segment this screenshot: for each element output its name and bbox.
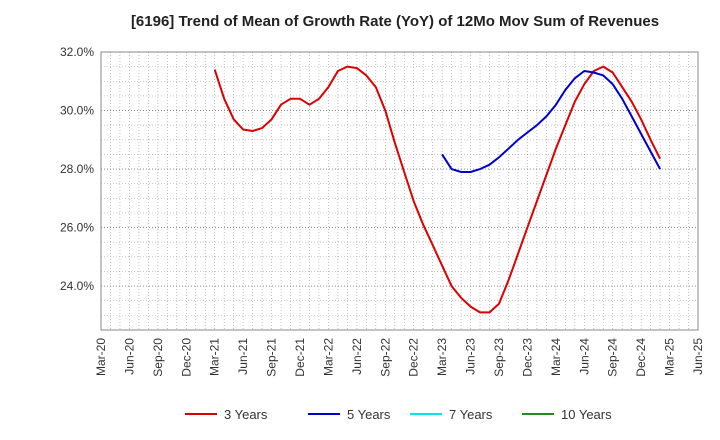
x-tick-label: Mar-24 [549,338,563,376]
series-lines [213,65,661,314]
x-tick-label: Sep-20 [151,338,165,377]
x-axis: Mar-20 Jun-20 Sep-20 Dec-20 Mar-21 Jun-21 Sep-… [94,338,705,377]
legend-label: 10 Years [561,407,612,422]
x-tick-label: Mar-22 [321,338,335,376]
x-tick-label: Sep-21 [265,338,279,377]
y-tick-label: 30.0% [60,104,94,118]
x-tick-label: Dec-21 [293,338,307,377]
x-tick-label: Jun-20 [122,338,136,375]
x-tick-label: Mar-21 [208,338,222,376]
grid-lines [101,52,698,330]
x-tick-label: Dec-23 [520,338,534,377]
x-tick-label: Sep-23 [492,338,506,377]
x-tick-label: Dec-24 [634,338,648,377]
x-tick-label: Dec-20 [179,338,193,377]
y-tick-label: 32.0% [60,45,94,59]
legend-label: 7 Years [449,407,493,422]
y-tick-label: 28.0% [60,162,94,176]
legend: 3 Years 5 Years 7 Years 10 Years [185,407,612,422]
y-axis: 24.0% 26.0% 28.0% 30.0% 32.0% [60,45,94,293]
x-tick-label: Mar-23 [435,338,449,376]
x-tick-label: Sep-24 [606,338,620,377]
plot-frame [100,51,699,331]
x-tick-label: Jun-23 [464,338,478,375]
y-tick-label: 26.0% [60,221,94,235]
x-tick-label: Mar-25 [663,338,677,376]
legend-label: 3 Years [224,407,268,422]
series-line-3-years [213,65,661,314]
x-tick-label: Jun-24 [577,338,591,375]
y-tick-label: 24.0% [60,279,94,293]
x-tick-label: Jun-22 [350,338,364,375]
x-tick-label: Mar-20 [94,338,108,376]
x-tick-label: Jun-21 [236,338,250,375]
series-line-5-years [441,70,661,173]
x-tick-label: Sep-22 [378,338,392,377]
chart-title: [6196] Trend of Mean of Growth Rate (YoY… [131,13,659,30]
x-tick-label: Dec-22 [407,338,421,377]
legend-label: 5 Years [347,407,391,422]
x-tick-label: Jun-25 [691,338,705,375]
